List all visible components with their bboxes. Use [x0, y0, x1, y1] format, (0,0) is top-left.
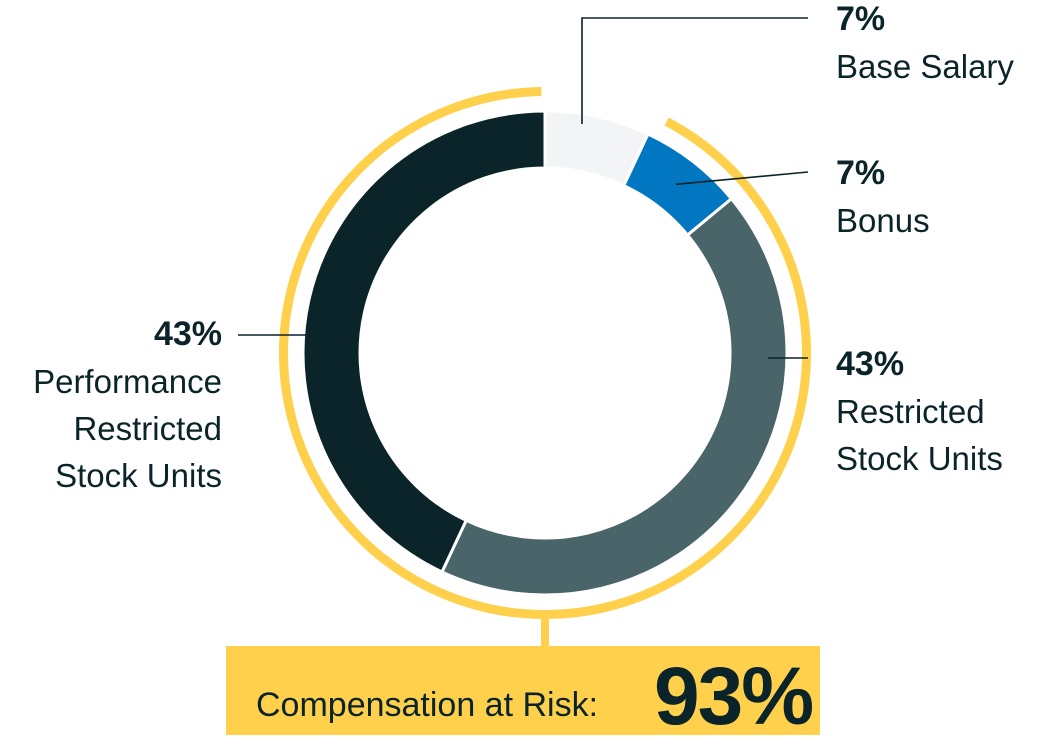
donut-slice-restricted-stock-units: [439, 196, 789, 597]
leader-lines: [238, 17, 809, 359]
name-restricted-stock-units: Restricted Stock Units: [836, 393, 1003, 477]
leader-line-bonus: [675, 171, 809, 186]
label-bonus: 7% Bonus: [836, 150, 930, 244]
compensation-at-risk-box: Compensation at Risk: 93%: [226, 646, 820, 742]
percent-restricted-stock-units: 43%: [836, 345, 905, 383]
donut-slice-performance-restricted-stock-units: [301, 109, 547, 574]
label-base-salary: 7% Base Salary: [836, 0, 1014, 90]
name-performance-restricted-stock-units: Performance Restricted Stock Units: [33, 363, 222, 494]
leader-line-base-salary: [581, 17, 808, 124]
name-base-salary: Base Salary: [836, 48, 1014, 85]
at-risk-ring: [279, 87, 811, 646]
percent-bonus: 7%: [836, 154, 886, 192]
percent-performance-restricted-stock-units: 43%: [153, 315, 222, 353]
name-bonus: Bonus: [836, 202, 930, 239]
label-restricted-stock-units: 43% Restricted Stock Units: [836, 341, 1003, 482]
percent-base-salary: 7%: [836, 0, 886, 38]
compensation-at-risk-label: Compensation at Risk:: [256, 686, 599, 724]
at-risk-connector: [541, 617, 549, 646]
label-performance-restricted-stock-units: 43% Performance Restricted Stock Units: [0, 311, 222, 499]
compensation-at-risk-value: 93%: [654, 651, 814, 742]
donut-segments: [301, 109, 789, 597]
